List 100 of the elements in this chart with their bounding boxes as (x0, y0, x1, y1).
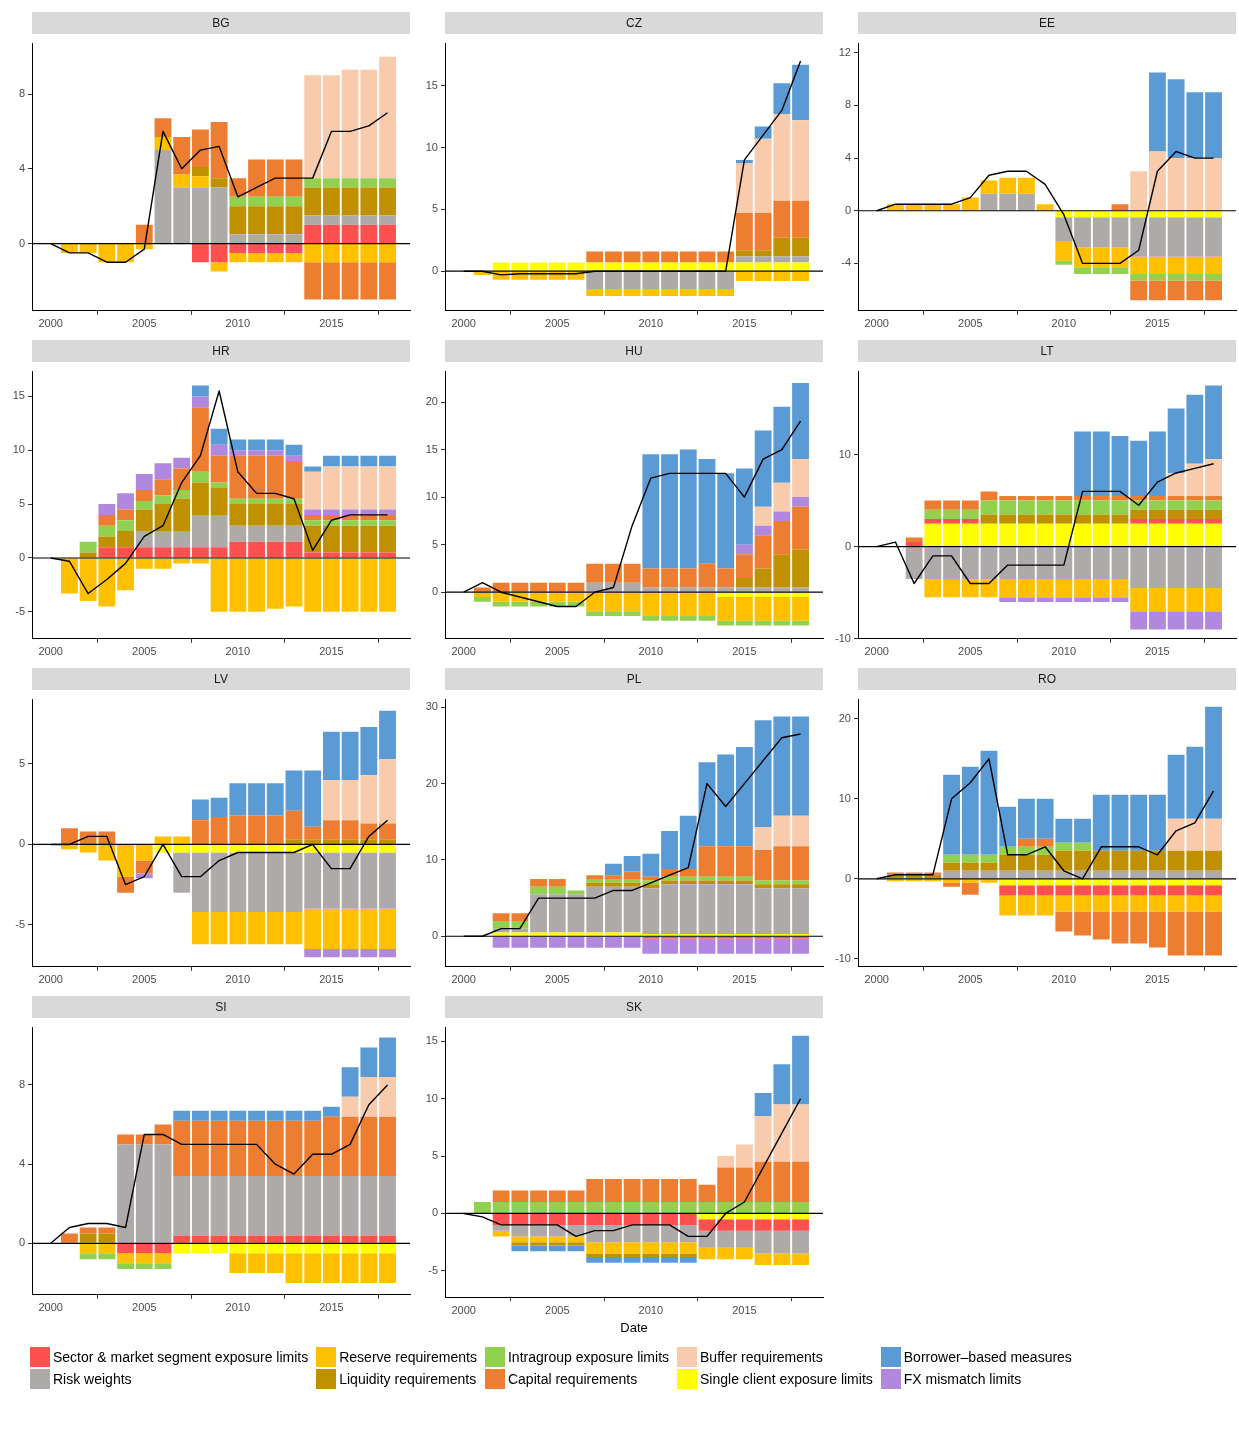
x-tick-label: 2015 (319, 973, 344, 986)
x-tick-label: 2015 (319, 1301, 344, 1314)
legend-label: Risk weights (53, 1371, 132, 1387)
legend-label: Intragroup exposure limits (507, 1349, 670, 1365)
y-tick-label: 10 (425, 490, 438, 503)
x-tick-label: 2000 (451, 973, 476, 986)
legend-label: Sector & market segment exposure limits (53, 1349, 309, 1365)
x-tick-label: 2000 (38, 317, 63, 330)
x-tick-label: 2000 (451, 645, 476, 658)
y-tick-label: 0 (431, 264, 438, 277)
chart-title: PL (445, 668, 823, 690)
y-tick-label: 20 (838, 711, 851, 724)
x-tick-label: 2005 (132, 973, 157, 986)
y-tick-label: 20 (425, 395, 438, 408)
x-tick-label: 2005 (132, 645, 157, 658)
x-tick-label: 2005 (132, 317, 157, 330)
x-tick-label: 2015 (732, 1303, 757, 1316)
y-tick-label: 0 (18, 1236, 25, 1249)
x-tick-label: 2015 (1145, 645, 1170, 658)
x-tick-label: 2005 (545, 645, 570, 658)
chart-title: RO (858, 668, 1236, 690)
y-tick-label: -5 (428, 1263, 438, 1276)
y-tick-label: 0 (431, 1206, 438, 1219)
x-tick-label: 2015 (732, 645, 757, 658)
x-axis-title: Date (620, 1319, 648, 1335)
x-tick-label: 2015 (319, 317, 344, 330)
y-tick-label: 10 (425, 140, 438, 153)
x-tick-label: 2010 (1051, 317, 1077, 330)
x-tick-label: 2005 (958, 317, 983, 330)
chart-title: BG (32, 12, 410, 34)
chart-title: LV (32, 668, 410, 690)
chart-title: HR (32, 340, 410, 362)
y-tick-label: 0 (844, 203, 851, 216)
x-tick-label: 2010 (225, 317, 251, 330)
y-tick-label: 0 (18, 837, 25, 850)
y-tick-label: 10 (838, 791, 851, 804)
x-tick-label: 2000 (864, 973, 889, 986)
x-tick-label: 2005 (545, 1303, 570, 1316)
y-tick-label: -10 (835, 951, 851, 964)
x-tick-label: 2010 (225, 1301, 251, 1314)
chart-title: HU (445, 340, 823, 362)
x-tick-label: 2015 (1145, 317, 1170, 330)
y-tick-label: -4 (841, 256, 851, 269)
legend-label: Capital requirements (507, 1371, 638, 1387)
y-tick-label: 0 (18, 236, 25, 249)
x-tick-label: 2010 (638, 317, 664, 330)
x-tick-label: 2010 (638, 645, 664, 658)
x-tick-label: 2000 (864, 645, 889, 658)
y-tick-label: -5 (15, 604, 25, 617)
y-tick-label: 5 (431, 202, 438, 215)
y-tick-label: 0 (431, 929, 438, 942)
x-tick-label: 2015 (319, 645, 344, 658)
y-tick-label: 5 (18, 497, 25, 510)
legend-label: Liquidity requirements (339, 1371, 477, 1387)
chart-title: SK (445, 996, 823, 1018)
x-tick-label: 2015 (732, 973, 757, 986)
legend-label: Buffer requirements (700, 1349, 823, 1365)
x-tick-label: 2015 (732, 317, 757, 330)
y-tick-label: 0 (18, 551, 25, 564)
y-tick-label: 5 (431, 537, 438, 550)
legend-label: FX mismatch limits (903, 1371, 1022, 1387)
chart-title: EE (858, 12, 1236, 34)
y-tick-label: 10 (838, 447, 851, 460)
y-tick-label: 5 (18, 757, 25, 770)
y-tick-label: 15 (425, 78, 438, 91)
y-tick-label: 5 (431, 1149, 438, 1162)
chart-title: CZ (445, 12, 823, 34)
x-tick-label: 2005 (545, 317, 570, 330)
x-tick-label: 2000 (38, 645, 63, 658)
y-tick-label: 15 (12, 389, 25, 402)
x-tick-label: 2000 (451, 1303, 476, 1316)
x-tick-label: 2010 (1051, 973, 1077, 986)
y-tick-label: 4 (18, 1157, 25, 1170)
y-tick-label: 10 (425, 1091, 438, 1104)
x-tick-label: 2015 (1145, 973, 1170, 986)
x-tick-label: 2005 (132, 1301, 157, 1314)
y-tick-label: 0 (431, 585, 438, 598)
x-tick-label: 2010 (638, 1303, 664, 1316)
x-tick-label: 2005 (958, 645, 983, 658)
y-tick-label: 8 (844, 98, 851, 111)
y-tick-label: 8 (18, 1078, 25, 1091)
y-tick-label: -10 (835, 631, 851, 644)
chart-title: SI (32, 996, 410, 1018)
y-tick-label: 10 (425, 852, 438, 865)
legend-label: Reserve requirements (339, 1349, 477, 1365)
y-tick-label: 20 (425, 776, 438, 789)
y-tick-label: 0 (844, 539, 851, 552)
y-tick-label: 10 (12, 443, 25, 456)
x-tick-label: 2005 (545, 973, 570, 986)
x-tick-label: 2000 (451, 317, 476, 330)
x-tick-label: 2010 (225, 645, 251, 658)
y-tick-label: -5 (15, 917, 25, 930)
x-tick-label: 2010 (1051, 645, 1077, 658)
x-tick-label: 2000 (38, 1301, 63, 1314)
chart-title: LT (858, 340, 1236, 362)
y-tick-label: 12 (838, 45, 851, 58)
y-tick-label: 30 (425, 700, 438, 713)
x-tick-label: 2010 (225, 973, 251, 986)
x-tick-label: 2005 (958, 973, 983, 986)
y-tick-label: 4 (18, 161, 25, 174)
